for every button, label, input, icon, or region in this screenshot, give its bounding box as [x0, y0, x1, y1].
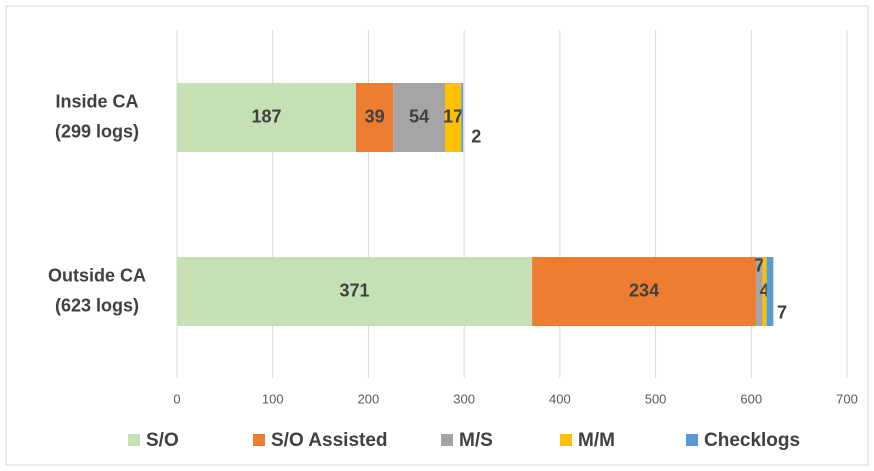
legend-label: Checklogs: [704, 430, 800, 451]
y-tick-label: (623 logs): [55, 295, 139, 315]
data-label: 7: [777, 302, 787, 322]
y-tick-label: (299 logs): [55, 121, 139, 141]
x-tick-label: 0: [173, 391, 180, 406]
data-label: 187: [251, 106, 281, 126]
legend-label: M/M: [578, 430, 615, 451]
data-label: 54: [409, 106, 429, 126]
x-tick-label: 300: [453, 391, 475, 406]
legend-label: M/S: [459, 430, 493, 451]
bar-segment: [461, 83, 464, 152]
bar-segment: [766, 257, 774, 326]
legend-swatch: [128, 434, 140, 446]
legend-swatch: [441, 434, 453, 446]
y-tick-label: Inside CA: [55, 91, 138, 111]
x-tick-label: 200: [358, 391, 380, 406]
data-label: 234: [629, 280, 659, 300]
x-tick-label: 700: [836, 391, 858, 406]
x-tick-label: 100: [262, 391, 284, 406]
legend-swatch: [560, 434, 572, 446]
bar-segment: [445, 83, 462, 152]
data-label: 2: [471, 126, 481, 146]
y-tick-label: Outside CA: [48, 265, 146, 285]
legend-label: S/O: [146, 430, 179, 451]
x-tick-label: 400: [549, 391, 571, 406]
bar-segment: [177, 83, 356, 152]
legend-swatch: [253, 434, 265, 446]
bar-segment: [532, 257, 757, 326]
bar-segment: [393, 83, 445, 152]
x-tick-label: 500: [645, 391, 667, 406]
data-label: 39: [365, 106, 385, 126]
bar-segment: [355, 83, 394, 152]
data-label: 17: [443, 106, 463, 126]
data-label: 7: [754, 255, 764, 275]
bar-segment: [177, 257, 533, 326]
bar-segment: [756, 257, 763, 326]
bar-segment: [762, 257, 767, 326]
legend-swatch: [686, 434, 698, 446]
data-label: 371: [340, 280, 370, 300]
data-label: 4: [760, 280, 770, 300]
x-tick-label: 600: [740, 391, 762, 406]
chart-border: [5, 5, 869, 466]
legend-label: S/O Assisted: [271, 430, 388, 451]
